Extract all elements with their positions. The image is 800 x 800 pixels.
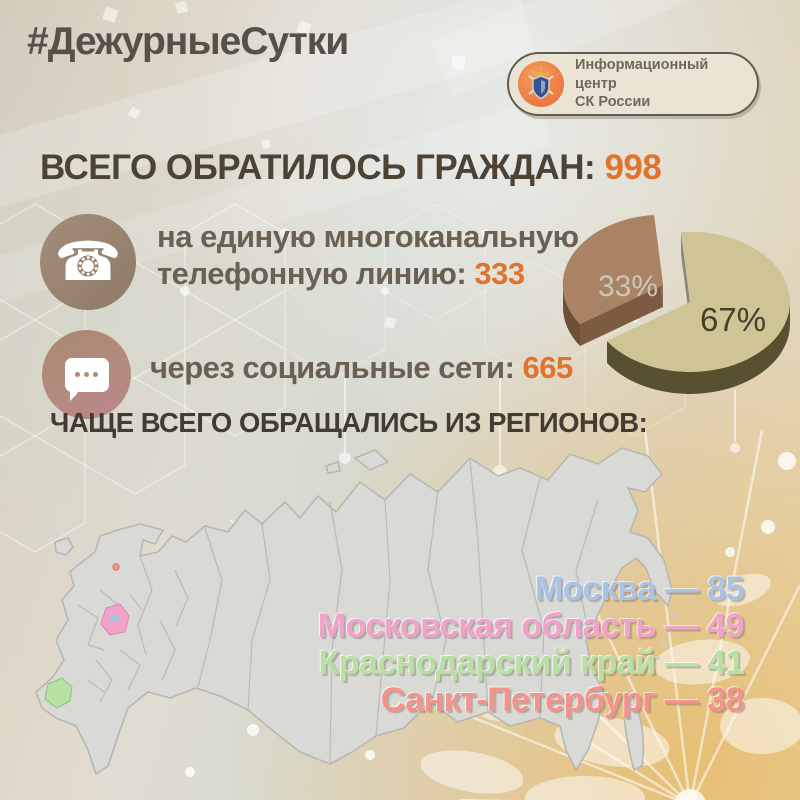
island-small xyxy=(325,461,341,474)
phone-channel-label-line2: телефонную линию: xyxy=(157,256,467,291)
phone-channel-value: 333 xyxy=(474,256,525,291)
kaliningrad xyxy=(54,537,74,556)
total-appeals-value: 998 xyxy=(604,148,662,187)
regions-heading: ЧАЩЕ ВСЕГО ОБРАЩАЛИСЬ ИЗ РЕГИОНОВ: xyxy=(50,407,648,438)
novaya-zemlya xyxy=(354,449,389,471)
pie-slice-33 xyxy=(562,215,663,324)
russia-map xyxy=(35,447,679,775)
hashtag-title: #ДежурныеСутки xyxy=(27,20,349,63)
region-value: 49 xyxy=(707,607,744,645)
dash: — xyxy=(664,570,699,608)
region-ranking: Москва — 85 Московская область — 49 Крас… xyxy=(317,570,745,719)
logo-text: Информационный центр СК России xyxy=(575,56,747,113)
pie-label-33: 33% xyxy=(598,270,658,303)
pie-slice-67 xyxy=(607,231,790,372)
russia-outline xyxy=(35,447,673,775)
region-row-spb: Санкт-Петербург — 38 xyxy=(380,681,745,719)
phone-channel-label-line1: на единую многоканальную xyxy=(157,219,579,254)
map-saint-petersburg xyxy=(112,563,120,571)
phone-icon: ☎ xyxy=(40,214,136,310)
pie-slice-33-cutface xyxy=(580,285,663,346)
map-moscow-city xyxy=(110,616,119,622)
pie-slice-67-cutface xyxy=(681,232,690,324)
social-channel-line: через социальные сети: 665 xyxy=(150,349,573,386)
dash: — xyxy=(664,607,699,645)
region-row-moscow: Москва — 85 xyxy=(534,570,745,608)
total-appeals-label: ВСЕГО ОБРАТИЛОСЬ ГРАЖДАН: xyxy=(40,148,596,187)
region-row-moscow-oblast: Московская область — 49 xyxy=(317,607,745,645)
pie-label-67: 67% xyxy=(700,301,766,338)
logo-line2: СК России xyxy=(575,94,651,111)
pie-chart: 33% 67% xyxy=(562,215,790,394)
kuril-islands xyxy=(649,613,679,675)
light-dots xyxy=(185,452,796,800)
region-value: 85 xyxy=(707,570,744,608)
region-value: 41 xyxy=(707,644,744,682)
pie-slice-67-rim xyxy=(607,302,790,394)
sakhalin xyxy=(622,691,645,771)
region-borders xyxy=(77,459,599,764)
map-krasnodar-krai xyxy=(44,677,73,709)
dash: — xyxy=(664,681,699,719)
social-channel-value: 665 xyxy=(522,350,574,385)
pie-slice-33-rim xyxy=(563,285,580,346)
sk-russia-emblem-icon xyxy=(518,60,565,108)
total-appeals-line: ВСЕГО ОБРАТИЛОСЬ ГРАЖДАН: 998 xyxy=(40,148,662,188)
chat-icon xyxy=(42,330,131,419)
phone-channel-line: на единую многоканальную телефонную лини… xyxy=(157,218,579,292)
region-row-krasnodar: Краснодарский край — 41 xyxy=(318,644,745,682)
dash: — xyxy=(664,644,699,682)
diagonal-bands xyxy=(0,0,800,371)
social-channel-label: через социальные сети: xyxy=(150,350,515,385)
logo-line1: Информационный центр xyxy=(575,56,709,92)
logo-badge: Информационный центр СК России xyxy=(507,52,759,116)
region-value: 38 xyxy=(707,681,744,719)
